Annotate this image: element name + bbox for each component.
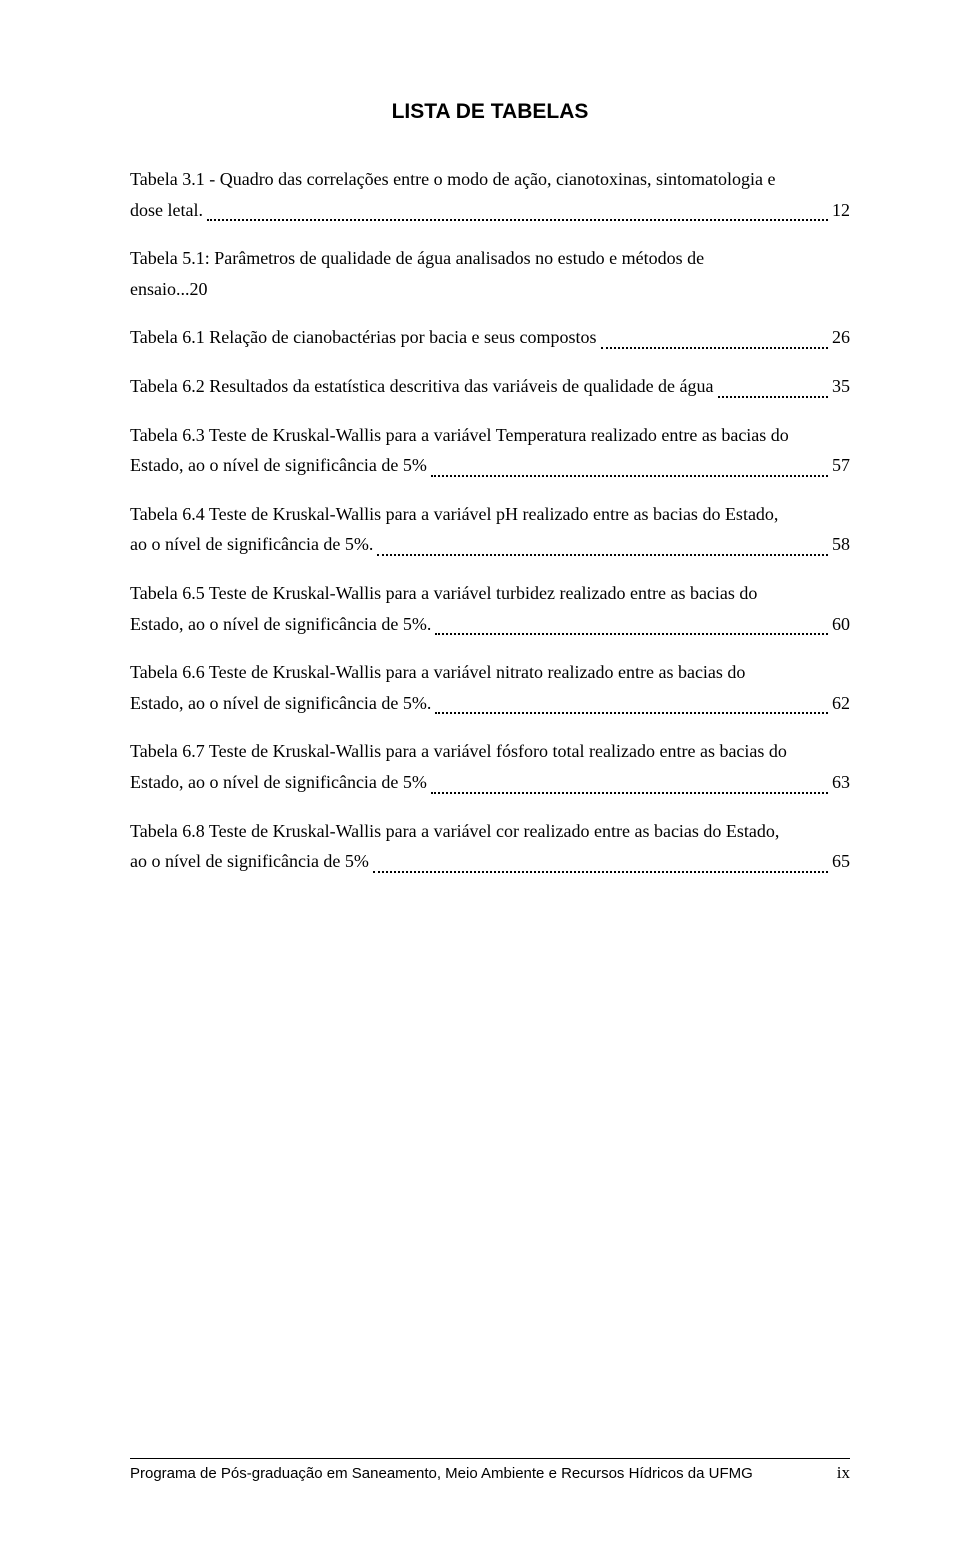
dot-leader bbox=[718, 384, 828, 398]
toc-entry: Tabela 6.2 Resultados da estatística des… bbox=[130, 371, 850, 402]
toc-entry-text: Tabela 6.3 Teste de Kruskal-Wallis para … bbox=[130, 420, 850, 451]
toc-entry-text: Estado, ao o nível de significância de 5… bbox=[130, 688, 431, 719]
toc-page-number: 26 bbox=[832, 322, 850, 353]
toc-entry-text: ao o nível de significância de 5% bbox=[130, 846, 369, 877]
toc-page-number: 60 bbox=[832, 609, 850, 640]
toc-entry: Tabela 6.4 Teste de Kruskal-Wallis para … bbox=[130, 499, 850, 560]
toc-page-number: 35 bbox=[832, 371, 850, 402]
toc-entry: Tabela 6.7 Teste de Kruskal-Wallis para … bbox=[130, 736, 850, 797]
dot-leader bbox=[435, 700, 828, 714]
dot-leader bbox=[207, 207, 828, 221]
toc-entry-text: Tabela 5.1: Parâmetros de qualidade de á… bbox=[130, 243, 850, 274]
toc-page-number: 63 bbox=[832, 767, 850, 798]
toc-entry: Tabela 6.5 Teste de Kruskal-Wallis para … bbox=[130, 578, 850, 639]
toc-entry-text: Tabela 6.1 Relação de cianobactérias por… bbox=[130, 322, 597, 353]
dot-leader bbox=[435, 621, 828, 635]
footer-text: Programa de Pós-graduação em Saneamento,… bbox=[130, 1465, 753, 1482]
toc-page-number: 65 bbox=[832, 846, 850, 877]
toc-entries: Tabela 3.1 - Quadro das correlações entr… bbox=[130, 164, 850, 877]
toc-entry-text: Estado, ao o nível de significância de 5… bbox=[130, 767, 427, 798]
toc-entry-text: Tabela 6.6 Teste de Kruskal-Wallis para … bbox=[130, 657, 850, 688]
dot-leader bbox=[373, 859, 828, 873]
toc-entry-text: Tabela 3.1 - Quadro das correlações entr… bbox=[130, 164, 850, 195]
toc-entry: Tabela 6.8 Teste de Kruskal-Wallis para … bbox=[130, 816, 850, 877]
toc-entry: Tabela 6.6 Teste de Kruskal-Wallis para … bbox=[130, 657, 850, 718]
footer-rule bbox=[130, 1458, 850, 1459]
toc-page-number: 57 bbox=[832, 450, 850, 481]
toc-entry-text: Estado, ao o nível de significância de 5… bbox=[130, 450, 427, 481]
toc-page-number: 62 bbox=[832, 688, 850, 719]
toc-entry: Tabela 3.1 - Quadro das correlações entr… bbox=[130, 164, 850, 225]
page-heading: LISTA DE TABELAS bbox=[130, 100, 850, 124]
dot-leader bbox=[601, 335, 828, 349]
footer-page-number: ix bbox=[837, 1463, 850, 1483]
dot-leader bbox=[377, 542, 828, 556]
toc-entry-text: Estado, ao o nível de significância de 5… bbox=[130, 609, 431, 640]
dot-leader bbox=[431, 463, 828, 477]
toc-entry: Tabela 6.1 Relação de cianobactérias por… bbox=[130, 322, 850, 353]
dot-leader bbox=[431, 780, 828, 794]
toc-entry: Tabela 5.1: Parâmetros de qualidade de á… bbox=[130, 243, 850, 304]
toc-entry-text: Tabela 6.8 Teste de Kruskal-Wallis para … bbox=[130, 816, 850, 847]
toc-page-number: 12 bbox=[832, 195, 850, 226]
toc-entry: Tabela 6.3 Teste de Kruskal-Wallis para … bbox=[130, 420, 850, 481]
toc-page-number: ..20 bbox=[180, 274, 207, 305]
toc-entry-text: Tabela 6.2 Resultados da estatística des… bbox=[130, 371, 714, 402]
toc-entry-text: dose letal. bbox=[130, 195, 203, 226]
toc-entry-text: Tabela 6.7 Teste de Kruskal-Wallis para … bbox=[130, 736, 850, 767]
toc-page-number: 58 bbox=[832, 529, 850, 560]
footer: Programa de Pós-graduação em Saneamento,… bbox=[130, 1458, 850, 1483]
toc-entry-text: ensaio. bbox=[130, 274, 180, 305]
toc-entry-text: Tabela 6.5 Teste de Kruskal-Wallis para … bbox=[130, 578, 850, 609]
toc-entry-text: ao o nível de significância de 5%. bbox=[130, 529, 373, 560]
toc-entry-text: Tabela 6.4 Teste de Kruskal-Wallis para … bbox=[130, 499, 850, 530]
